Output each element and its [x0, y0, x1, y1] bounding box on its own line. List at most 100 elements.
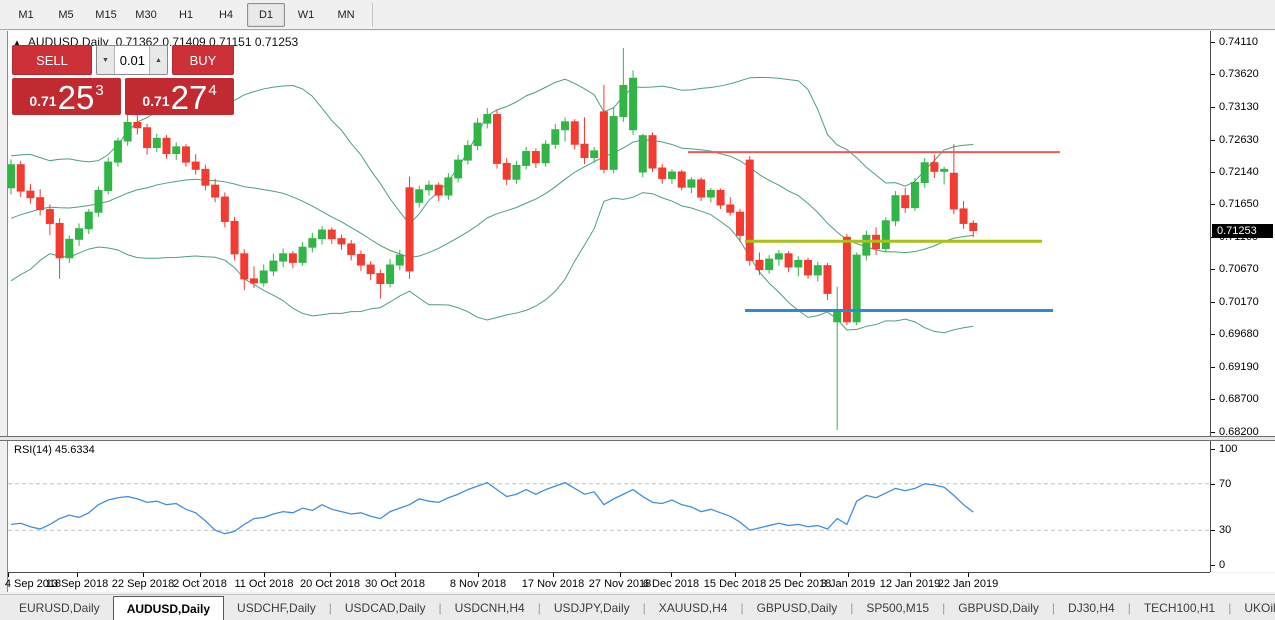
rsi-axis-label: 70 — [1219, 478, 1232, 490]
candle — [940, 166, 949, 185]
price-axis-label: 0.72630 — [1219, 134, 1259, 146]
date-axis[interactable]: 4 Sep 2018 13 Sep 2018 22 Sep 2018 2 Oct 20… — [5, 573, 1210, 592]
timeframe-button-m1[interactable]: M1 — [18, 8, 34, 21]
symbol-tab-usdjpy[interactable]: USDJPY,Daily — [553, 600, 630, 615]
symbol-tab-gbpusd[interactable]: GBPUSD,Daily — [756, 600, 838, 615]
bollinger-middle-band — [10, 139, 974, 259]
buy-button[interactable]: BUY — [172, 45, 234, 75]
candle — [910, 177, 919, 211]
timeframe-button-d1[interactable]: D1 — [247, 2, 285, 27]
candle — [463, 140, 472, 165]
candle — [755, 252, 764, 275]
symbol-tab-audusd-active[interactable]: AUDUSD,Daily — [112, 596, 225, 620]
rsi-axis-label: 0 — [1219, 559, 1226, 571]
symbol-tab-dj30[interactable]: DJ30,H4 — [1068, 600, 1115, 615]
buy-price-point: 4 — [208, 82, 217, 99]
price-axis-tick — [1211, 204, 1215, 205]
symbol-tab-usdchf[interactable]: USDCHF,Daily — [237, 600, 316, 615]
price-chart-canvas[interactable] — [8, 33, 1210, 436]
volume-increase-button[interactable]: ▲ — [149, 46, 167, 74]
date-axis-tick — [968, 573, 969, 577]
candle — [308, 232, 317, 253]
date-axis-tick — [620, 573, 621, 577]
date-axis-label: 22 Sep 2018 — [111, 578, 175, 590]
candle — [570, 119, 579, 150]
symbol-tab-gbpusd[interactable]: GBPUSD,Daily — [958, 600, 1039, 615]
price-axis[interactable]: 0.74110 0.73620 0.73130 0.72630 0.72140 0.716… — [1210, 31, 1275, 438]
date-axis-tick — [910, 573, 911, 577]
date-axis-tick — [200, 573, 201, 577]
symbol-tab-usdcnh[interactable]: USDCNH,H4 — [454, 600, 525, 615]
candle — [94, 186, 103, 217]
price-axis-tick — [1211, 107, 1215, 108]
symbol-tab-usdcad[interactable]: USDCAD,Daily — [344, 600, 426, 615]
candle — [55, 218, 64, 279]
candle — [415, 185, 424, 208]
sell-price-display[interactable]: 0.71 25 3 — [12, 78, 121, 115]
date-axis-label: 15 Dec 2018 — [703, 578, 767, 590]
candle — [677, 169, 686, 191]
candle — [240, 249, 249, 291]
candle — [629, 70, 638, 136]
candle — [16, 160, 25, 198]
symbol-tab-eurusd[interactable]: EURUSD,Daily — [19, 600, 100, 615]
symbol-tab-xauusd[interactable]: XAUUSD,H4 — [658, 600, 728, 615]
tab-separator: | — [328, 600, 332, 615]
date-axis-tick — [8, 573, 9, 577]
sell-button[interactable]: SELL — [12, 45, 92, 75]
volume-decrease-button[interactable]: ▼ — [97, 46, 115, 74]
candle — [473, 117, 482, 151]
timeframe-button-mn[interactable]: MN — [337, 8, 355, 21]
price-chart-pane[interactable]: ▲ AUDUSD,Daily 0.71362 0.71409 0.71151 0… — [8, 31, 1210, 436]
date-axis-tick — [143, 573, 144, 577]
timeframe-button-h4[interactable]: H4 — [218, 8, 234, 21]
timeframe-button-m30[interactable]: M30 — [135, 8, 157, 21]
candle — [45, 204, 54, 236]
rsi-axis: 100 70 30 0 — [1210, 441, 1275, 572]
candle — [852, 252, 861, 326]
date-axis-label: 30 Oct 2018 — [365, 578, 425, 590]
candle — [736, 208, 744, 242]
timeframe-button-m5[interactable]: M5 — [58, 8, 74, 21]
price-axis-tick — [1211, 399, 1215, 400]
candle — [483, 107, 492, 129]
candle — [113, 137, 122, 167]
price-axis-tick — [1211, 74, 1215, 75]
candle — [716, 188, 725, 209]
candle — [745, 156, 754, 266]
candle — [784, 251, 793, 273]
symbol-tab-sp500[interactable]: SP500,M15 — [866, 600, 930, 615]
timeframe-button-m15[interactable]: M15 — [95, 8, 117, 21]
candle — [327, 227, 336, 244]
date-axis-label: 25 Dec 2018 — [768, 578, 832, 590]
price-axis-tick — [1211, 367, 1215, 368]
one-click-trading-panel: SELL ▼ ▲ BUY 0.71 25 3 0.71 27 4 — [12, 45, 234, 115]
date-axis-label: 17 Nov 2018 — [521, 578, 585, 590]
symbol-tab-ukoil[interactable]: UKOil,H1 — [1244, 600, 1275, 615]
price-axis-label: 0.69190 — [1219, 361, 1259, 373]
buy-price-display[interactable]: 0.71 27 4 — [125, 78, 234, 115]
candles-series — [8, 47, 978, 430]
candle — [794, 256, 803, 277]
candle — [580, 117, 589, 165]
candle — [502, 158, 511, 186]
candle — [804, 257, 813, 279]
candle — [386, 259, 395, 288]
timeframe-button-w1[interactable]: W1 — [297, 8, 315, 21]
current-price-tag: 0.71253 — [1212, 224, 1273, 238]
chart-window-left-border — [7, 31, 8, 592]
symbol-tab-bar: EURUSD,Daily AUDUSD,Daily USDCHF,Daily | USD… — [0, 594, 1275, 620]
price-axis-label: 0.74110 — [1219, 36, 1258, 48]
date-axis-tick — [264, 573, 265, 577]
candle — [609, 107, 618, 174]
date-axis-label: 13 Sep 2018 — [45, 578, 109, 590]
candle — [862, 230, 871, 261]
pane-splitter[interactable] — [0, 436, 1275, 441]
timeframe-button-h1[interactable]: H1 — [178, 8, 194, 21]
symbol-tab-tech100[interactable]: TECH100,H1 — [1143, 600, 1216, 615]
tab-separator: | — [850, 600, 854, 615]
symbol-expand-icon[interactable]: ▲ — [13, 37, 21, 47]
volume-input[interactable] — [115, 46, 149, 74]
rsi-indicator-pane[interactable]: RSI(14) 45.6334 — [8, 441, 1210, 573]
sell-price-figure: 0.71 — [29, 93, 57, 109]
